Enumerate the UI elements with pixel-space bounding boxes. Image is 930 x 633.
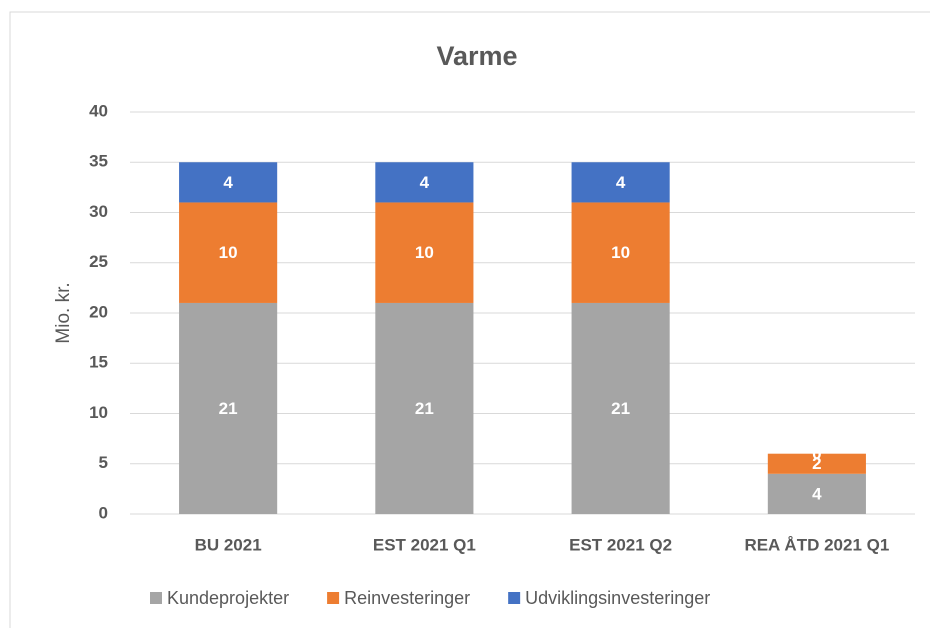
data-label: 21: [219, 399, 238, 418]
y-tick-label: 20: [89, 302, 108, 321]
y-tick-label: 10: [89, 403, 108, 422]
data-label: 10: [611, 243, 630, 262]
bar-segment: [179, 302, 278, 514]
x-tick-label: EST 2021 Q1: [373, 535, 476, 554]
data-label: 4: [420, 173, 430, 192]
y-tick-label: 15: [89, 353, 108, 372]
y-axis-label: Mio. kr.: [53, 282, 74, 343]
legend-swatch: [508, 592, 521, 604]
y-tick-label: 0: [99, 503, 108, 522]
bar-segment: [375, 162, 474, 203]
data-label: 4: [616, 173, 626, 192]
y-tick-label: 30: [89, 202, 108, 221]
legend-swatch: [150, 592, 162, 604]
y-tick-label: 5: [99, 453, 108, 472]
bar-segment: [767, 453, 866, 474]
x-tick-label: REA ÅTD 2021 Q1: [744, 535, 889, 554]
data-label: 21: [415, 399, 434, 418]
data-label: 21: [611, 399, 630, 418]
x-tick-label: BU 2021: [195, 535, 262, 554]
bar-segment: [179, 162, 278, 203]
y-tick-label: 35: [89, 152, 108, 171]
data-label: 10: [415, 243, 434, 262]
bar-segment: [571, 302, 670, 514]
data-label: 10: [219, 243, 238, 262]
chart-title: Varme: [436, 41, 517, 71]
legend-label: Kundeprojekter: [167, 588, 289, 608]
bar-segment: [375, 302, 474, 514]
legend-swatch: [327, 592, 340, 604]
x-tick-label: EST 2021 Q2: [569, 535, 672, 554]
bar-segment: [179, 202, 278, 303]
data-label: 4: [812, 484, 822, 503]
bar-segment: [571, 202, 670, 303]
data-label: 0: [812, 444, 821, 463]
legend-label: Udviklingsinvesteringer: [525, 588, 710, 608]
bar-segment: [375, 202, 474, 303]
y-tick-label: 25: [89, 252, 108, 271]
legend-label: Reinvesteringer: [344, 588, 470, 608]
y-tick-label: 40: [89, 101, 108, 120]
data-label: 2: [812, 454, 821, 473]
bar-segment: [767, 473, 866, 514]
data-label: 4: [223, 173, 233, 192]
bar-segment: [571, 162, 670, 203]
